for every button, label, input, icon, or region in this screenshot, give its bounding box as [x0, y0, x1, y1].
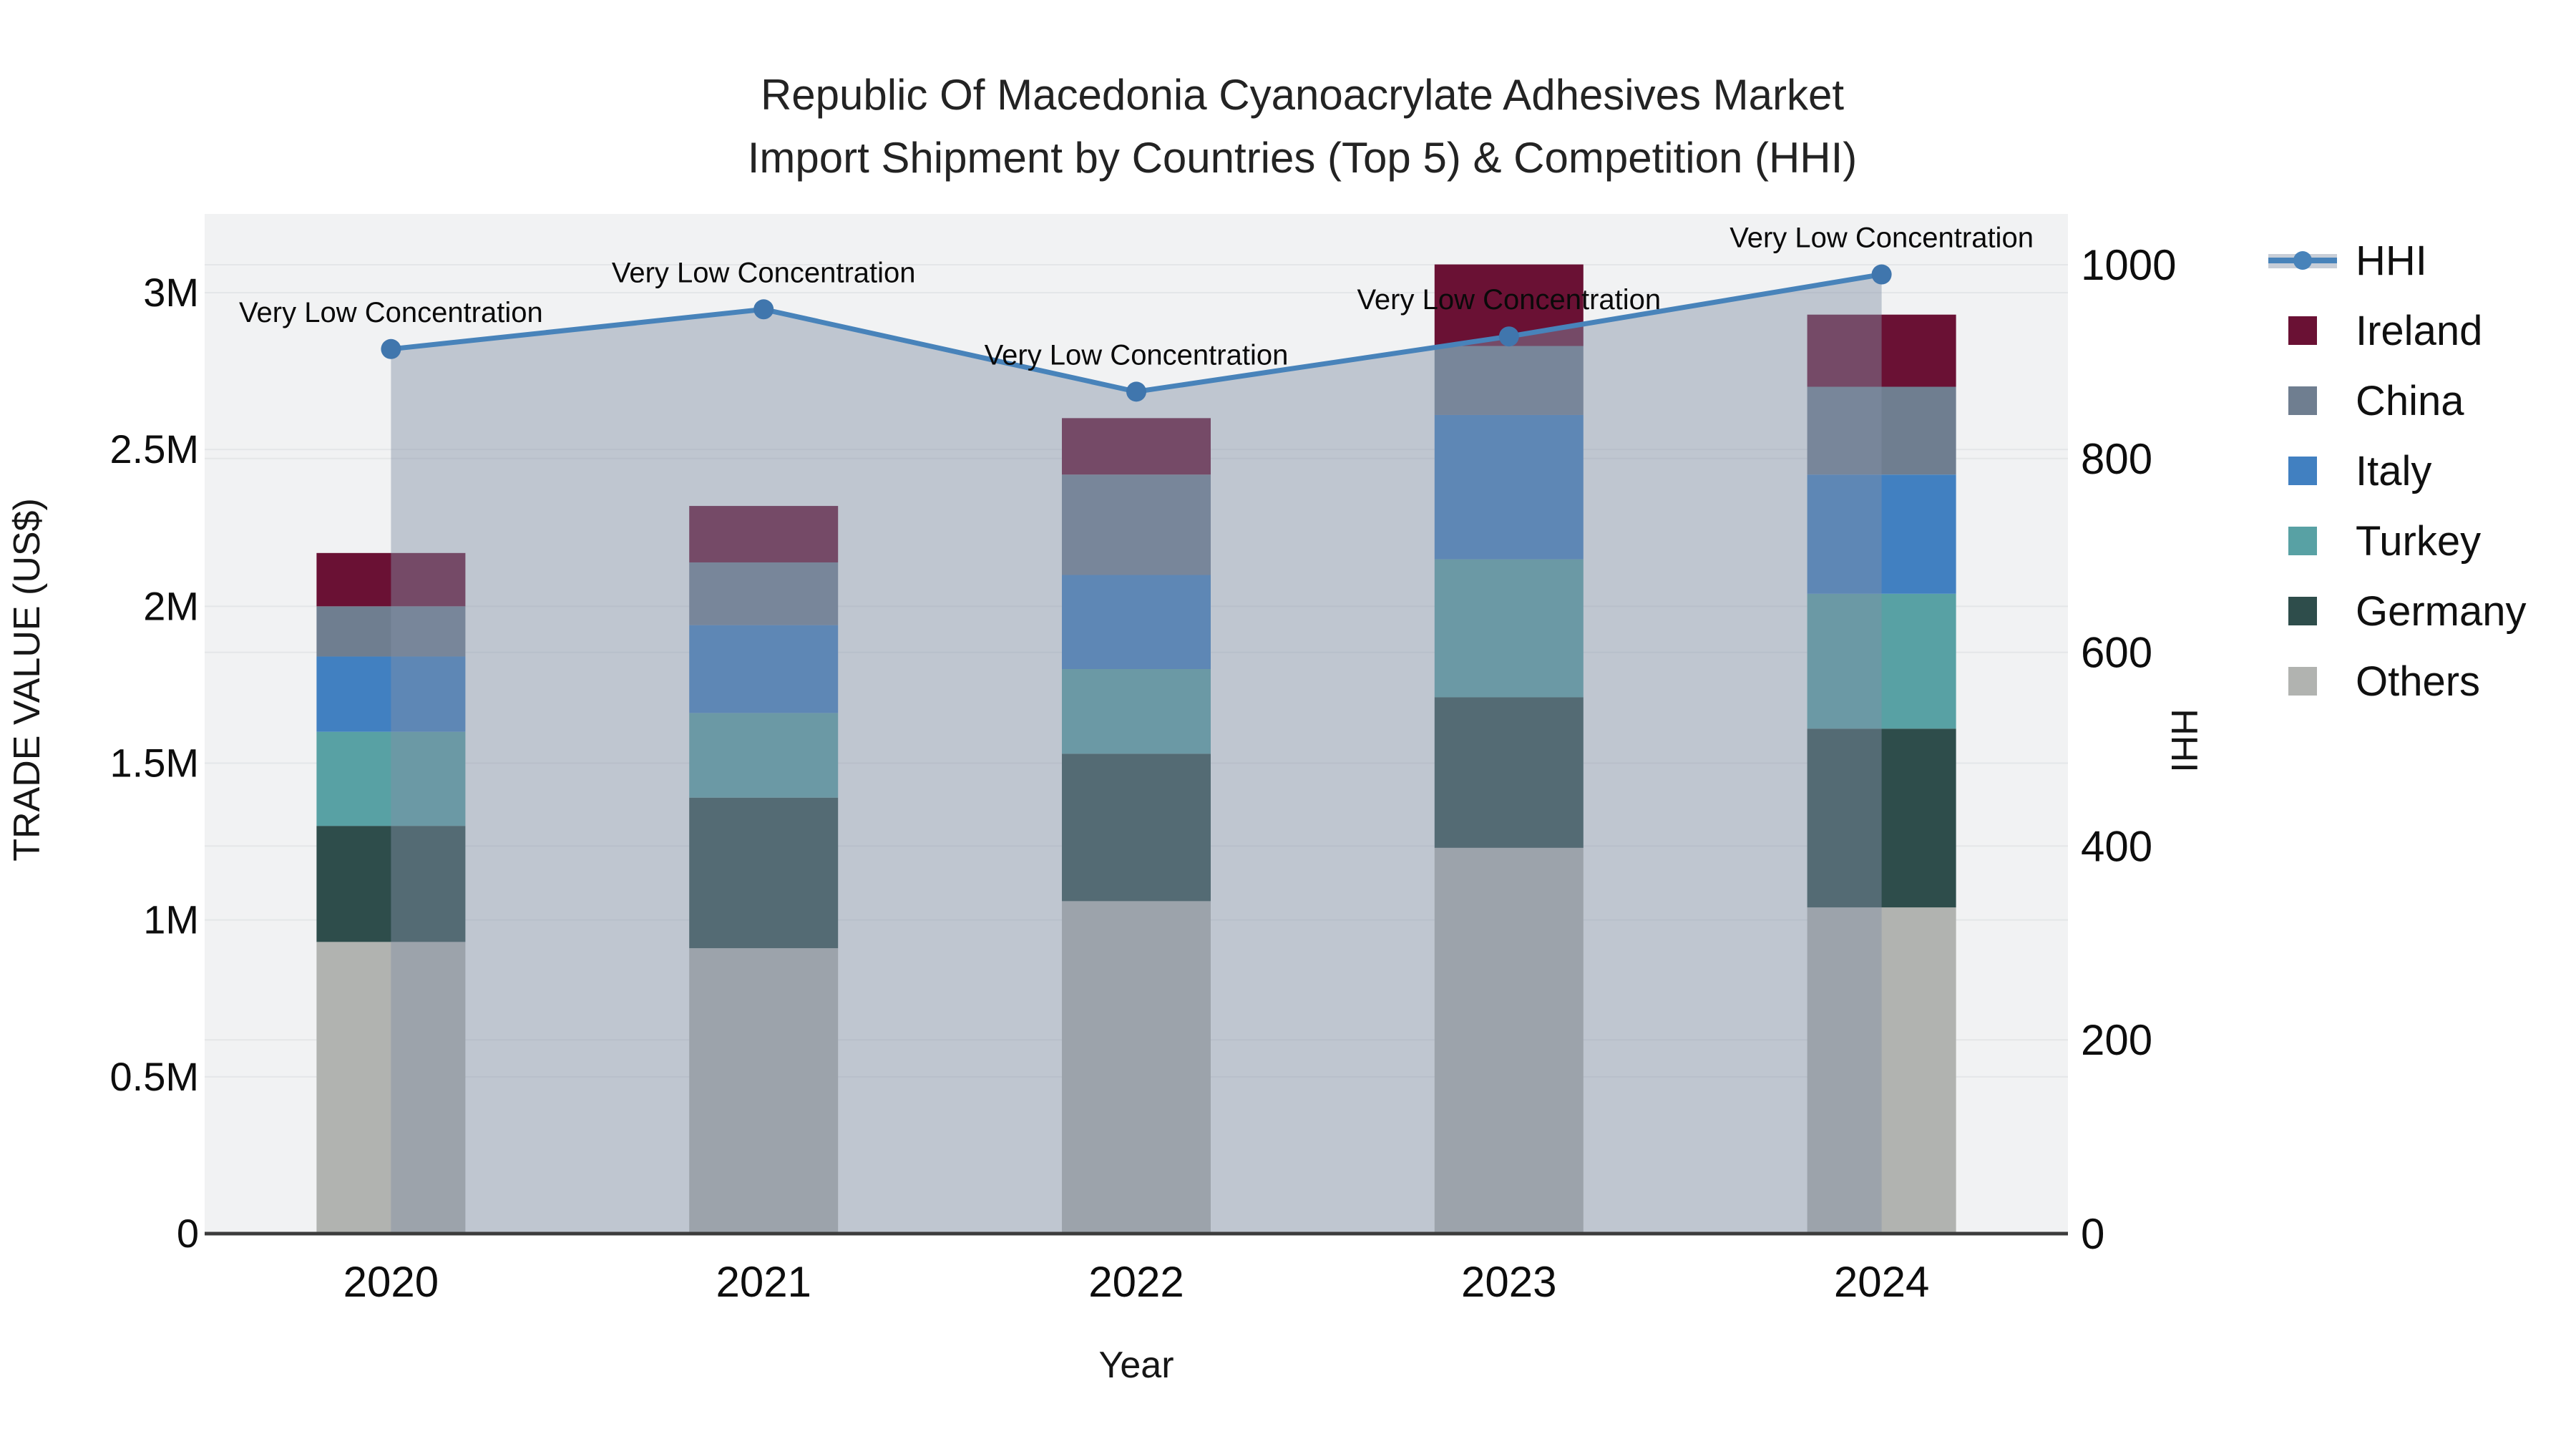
y-right-tick-200: 200 — [2081, 1016, 2152, 1064]
bar-segment-ireland-2024[interactable] — [1807, 314, 1956, 387]
x-tick-2024: 2024 — [1834, 1258, 1929, 1306]
legend-item-germany[interactable]: Germany — [2268, 576, 2527, 646]
y-right-tick-800: 800 — [2081, 435, 2152, 483]
ireland-color-swatch-icon — [2268, 316, 2337, 345]
bar-segment-turkey-2022[interactable] — [1062, 669, 1211, 754]
legend-label: Italy — [2356, 447, 2432, 494]
y-left-tick-2M: 2M — [143, 583, 199, 628]
bar-segment-china-2021[interactable] — [689, 562, 839, 625]
bar-segment-china-2024[interactable] — [1807, 386, 1956, 475]
bar-segment-germany-2023[interactable] — [1434, 697, 1584, 848]
bar-segment-germany-2020[interactable] — [316, 826, 466, 942]
legend-color-box — [2288, 316, 2317, 345]
bar-segment-italy-2022[interactable] — [1062, 575, 1211, 670]
legend-label: Others — [2356, 658, 2481, 705]
hhi-marker-2024[interactable] — [1871, 264, 1892, 285]
bar-segment-italy-2020[interactable] — [316, 656, 466, 732]
others-color-swatch-icon — [2268, 667, 2337, 696]
bar-segment-italy-2021[interactable] — [689, 625, 839, 713]
bar-segment-turkey-2023[interactable] — [1434, 559, 1584, 698]
legend-item-ireland[interactable]: Ireland — [2268, 296, 2527, 366]
y-left-tick-0: 0 — [177, 1211, 199, 1256]
y-left-tick-1.5M: 1.5M — [110, 741, 200, 786]
legend-label: Ireland — [2356, 307, 2483, 354]
bar-segment-turkey-2024[interactable] — [1807, 593, 1956, 729]
bar-segment-italy-2024[interactable] — [1807, 474, 1956, 594]
legend-label: Germany — [2356, 587, 2527, 635]
legend-color-box — [2288, 597, 2317, 625]
legend-color-box — [2288, 667, 2317, 696]
y-right-tick-400: 400 — [2081, 822, 2152, 870]
legend-label: HHI — [2356, 237, 2427, 284]
legend-label: China — [2356, 377, 2464, 424]
italy-color-swatch-icon — [2268, 457, 2337, 485]
x-tick-2020: 2020 — [343, 1258, 439, 1306]
x-tick-2021: 2021 — [716, 1258, 811, 1306]
legend-item-turkey[interactable]: Turkey — [2268, 506, 2527, 576]
bar-segment-others-2022[interactable] — [1062, 901, 1211, 1234]
annotation-2024: Very Low Concentration — [1729, 223, 2034, 254]
y-left-tick-1M: 1M — [143, 897, 199, 942]
y-right-tick-1000: 1000 — [2081, 241, 2176, 289]
hhi-marker-2020[interactable] — [381, 338, 401, 359]
legend-color-box — [2288, 386, 2317, 415]
y-left-tick-2.5M: 2.5M — [110, 426, 200, 472]
hhi-marker-2023[interactable] — [1498, 326, 1519, 347]
bar-segment-china-2023[interactable] — [1434, 346, 1584, 415]
legend-color-box — [2288, 527, 2317, 555]
annotation-2023: Very Low Concentration — [1357, 284, 1661, 316]
chart-title-line2: Import Shipment by Countries (Top 5) & C… — [747, 134, 1858, 182]
legend-item-china[interactable]: China — [2268, 366, 2527, 436]
bar-segment-others-2024[interactable] — [1807, 907, 1956, 1234]
bar-segment-turkey-2020[interactable] — [316, 731, 466, 826]
legend-label: Turkey — [2356, 517, 2482, 565]
hhi-marker-2022[interactable] — [1126, 381, 1146, 402]
bar-segment-others-2020[interactable] — [316, 942, 466, 1234]
y-left-tick-0.5M: 0.5M — [110, 1054, 200, 1099]
legend-item-others[interactable]: Others — [2268, 646, 2527, 716]
annotation-2022: Very Low Concentration — [985, 339, 1289, 371]
annotation-2021: Very Low Concentration — [612, 257, 916, 288]
legend-color-box — [2288, 457, 2317, 485]
x-tick-2022: 2022 — [1088, 1258, 1184, 1306]
y-left-tick-3M: 3M — [143, 270, 199, 315]
bar-segment-ireland-2022[interactable] — [1062, 418, 1211, 475]
y-axis-title-right: HHI — [2163, 708, 2205, 773]
bar-segment-turkey-2021[interactable] — [689, 713, 839, 798]
hhi-line-swatch-icon — [2268, 248, 2337, 273]
legend-item-italy[interactable]: Italy — [2268, 436, 2527, 506]
bar-segment-italy-2023[interactable] — [1434, 414, 1584, 560]
bar-segment-ireland-2020[interactable] — [316, 552, 466, 607]
china-color-swatch-icon — [2268, 386, 2337, 415]
bar-segment-china-2022[interactable] — [1062, 474, 1211, 575]
bar-segment-others-2023[interactable] — [1434, 847, 1584, 1234]
hhi-area-fill — [391, 274, 1882, 1234]
bar-segment-china-2020[interactable] — [316, 606, 466, 657]
turkey-color-swatch-icon — [2268, 527, 2337, 555]
bar-segment-germany-2024[interactable] — [1807, 728, 1956, 908]
bar-segment-others-2021[interactable] — [689, 948, 839, 1234]
legend: HHI Ireland China Italy Turkey Germany Others — [2268, 225, 2527, 716]
germany-color-swatch-icon — [2268, 597, 2337, 625]
y-right-tick-0: 0 — [2081, 1210, 2104, 1258]
legend-item-hhi[interactable]: HHI — [2268, 225, 2527, 296]
annotation-2020: Very Low Concentration — [239, 297, 543, 328]
bar-segment-germany-2022[interactable] — [1062, 753, 1211, 902]
bar-segment-germany-2021[interactable] — [689, 797, 839, 949]
y-right-tick-600: 600 — [2081, 629, 2152, 677]
x-axis-title: Year — [1098, 1345, 1174, 1386]
bar-segment-ireland-2021[interactable] — [689, 506, 839, 562]
hhi-marker-2021[interactable] — [753, 299, 774, 320]
y-axis-title-left: TRADE VALUE (US$) — [6, 498, 48, 862]
chart-title-line1: Republic Of Macedonia Cyanoacrylate Adhe… — [760, 71, 1845, 119]
x-tick-2023: 2023 — [1461, 1258, 1556, 1306]
